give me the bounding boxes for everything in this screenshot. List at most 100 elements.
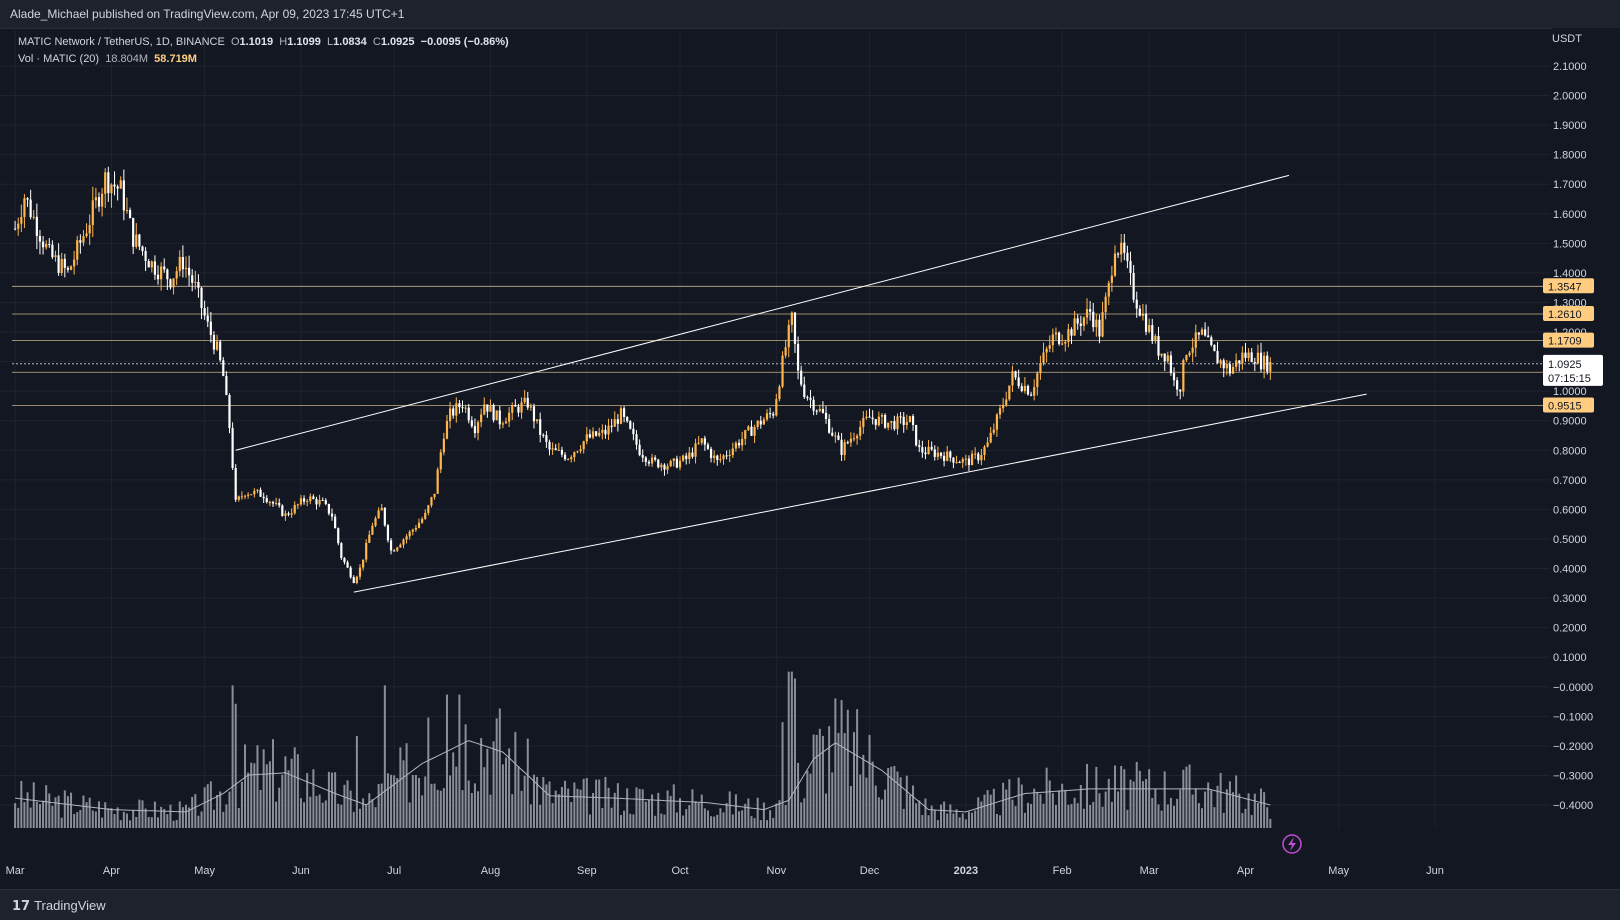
time-tick: Apr: [103, 865, 120, 877]
candle: [1235, 353, 1238, 372]
candle: [1263, 351, 1266, 379]
channel-upper-line[interactable]: [235, 174, 1290, 451]
volume-bar: [694, 801, 697, 828]
channel-lower-line[interactable]: [353, 393, 1367, 593]
volume-bar: [1067, 804, 1070, 828]
candle: [613, 411, 616, 427]
volume-bar: [1247, 793, 1250, 828]
candle: [1064, 339, 1067, 352]
volume-bar: [1148, 769, 1151, 828]
volume-bar: [902, 808, 905, 828]
level-price-label: 1.3547: [1543, 278, 1594, 294]
volume-bar: [582, 778, 585, 828]
volume-bar: [414, 774, 417, 828]
candle: [883, 413, 887, 429]
volume-bar: [390, 774, 393, 828]
volume-bar: [781, 722, 784, 828]
volume-bar: [573, 782, 576, 828]
volume-bar: [1117, 791, 1120, 828]
volume-bar: [927, 815, 930, 828]
volume-bar: [607, 787, 610, 828]
volume-bar: [427, 717, 430, 828]
volume-bar: [66, 796, 69, 828]
candle: [1203, 322, 1207, 337]
candle: [685, 452, 688, 465]
volume-bar: [470, 793, 473, 828]
candle: [45, 240, 48, 250]
candle: [1163, 353, 1166, 371]
candle: [38, 229, 42, 255]
candle: [135, 223, 138, 249]
volume-bar: [461, 790, 464, 828]
volume-bar: [371, 799, 374, 828]
volume-bar: [871, 761, 874, 828]
volume-bar: [1244, 808, 1247, 828]
candle: [654, 455, 657, 462]
volume-bar: [1058, 790, 1061, 828]
candle: [346, 560, 349, 568]
candle: [818, 404, 821, 413]
candle: [383, 507, 386, 527]
candle: [946, 445, 949, 462]
volume-bar: [119, 820, 122, 828]
volume-bar: [961, 813, 964, 828]
volume-bar: [219, 791, 222, 828]
volume-bar: [458, 694, 461, 828]
candle: [790, 311, 793, 333]
candle: [1101, 301, 1104, 338]
level-price-label: 1.1709: [1543, 332, 1594, 348]
volume-bar: [275, 801, 278, 828]
candle: [511, 402, 514, 421]
volume-bar: [545, 784, 548, 828]
candle: [63, 253, 66, 278]
volume-bar: [719, 808, 722, 828]
volume-bar: [787, 671, 790, 828]
candle: [980, 448, 983, 466]
candle: [539, 412, 542, 443]
volume-bar: [51, 805, 54, 828]
candle: [644, 456, 647, 467]
volume-bar: [1269, 818, 1272, 828]
candle: [1259, 342, 1263, 373]
volume-bar: [554, 790, 557, 828]
candle: [293, 501, 296, 515]
volume-bar: [418, 778, 421, 828]
volume-bar: [1120, 765, 1123, 828]
price-tick: 2.1000: [1553, 61, 1587, 73]
volume-bar: [1200, 808, 1203, 828]
volume-bar: [256, 745, 259, 828]
volume-bar: [1061, 783, 1064, 828]
volume-bar: [679, 798, 682, 828]
volume-bar: [989, 794, 992, 828]
volume-bar: [393, 775, 396, 828]
price-chart[interactable]: Mar Apr May Jun Jul Aug Sep Oct Nov Dec 2023 Feb Mar…: [0, 28, 1620, 890]
price-tick: 0.3000: [1553, 593, 1587, 605]
tradingview-logo[interactable]: 17 TradingView: [12, 898, 106, 914]
price-tick: 1.5000: [1553, 238, 1587, 250]
volume-bar: [318, 794, 321, 828]
volume-bar: [442, 788, 445, 828]
volume-bar: [1070, 804, 1073, 828]
candle: [1222, 358, 1225, 378]
candle: [237, 495, 240, 502]
candle: [191, 269, 194, 292]
volume-bar: [971, 812, 974, 828]
candle: [492, 403, 495, 423]
volume-bar: [293, 747, 296, 828]
volume-bar: [691, 789, 694, 828]
candle: [281, 504, 284, 517]
lightning-icon[interactable]: [1282, 834, 1302, 854]
candle: [82, 230, 85, 247]
candle: [514, 399, 517, 407]
volume-label[interactable]: Vol · MATIC (20): [18, 53, 100, 65]
candle: [1182, 358, 1185, 397]
symbol-label[interactable]: MATIC Network / TetherUS, 1D, BINANCE: [18, 36, 225, 48]
candle: [601, 424, 604, 440]
volume-bar: [1132, 781, 1135, 828]
candle: [918, 439, 921, 453]
volume-bar: [697, 802, 700, 828]
time-tick: May: [1328, 865, 1349, 877]
candle: [563, 452, 567, 461]
candle: [778, 384, 781, 402]
candle: [374, 516, 377, 528]
